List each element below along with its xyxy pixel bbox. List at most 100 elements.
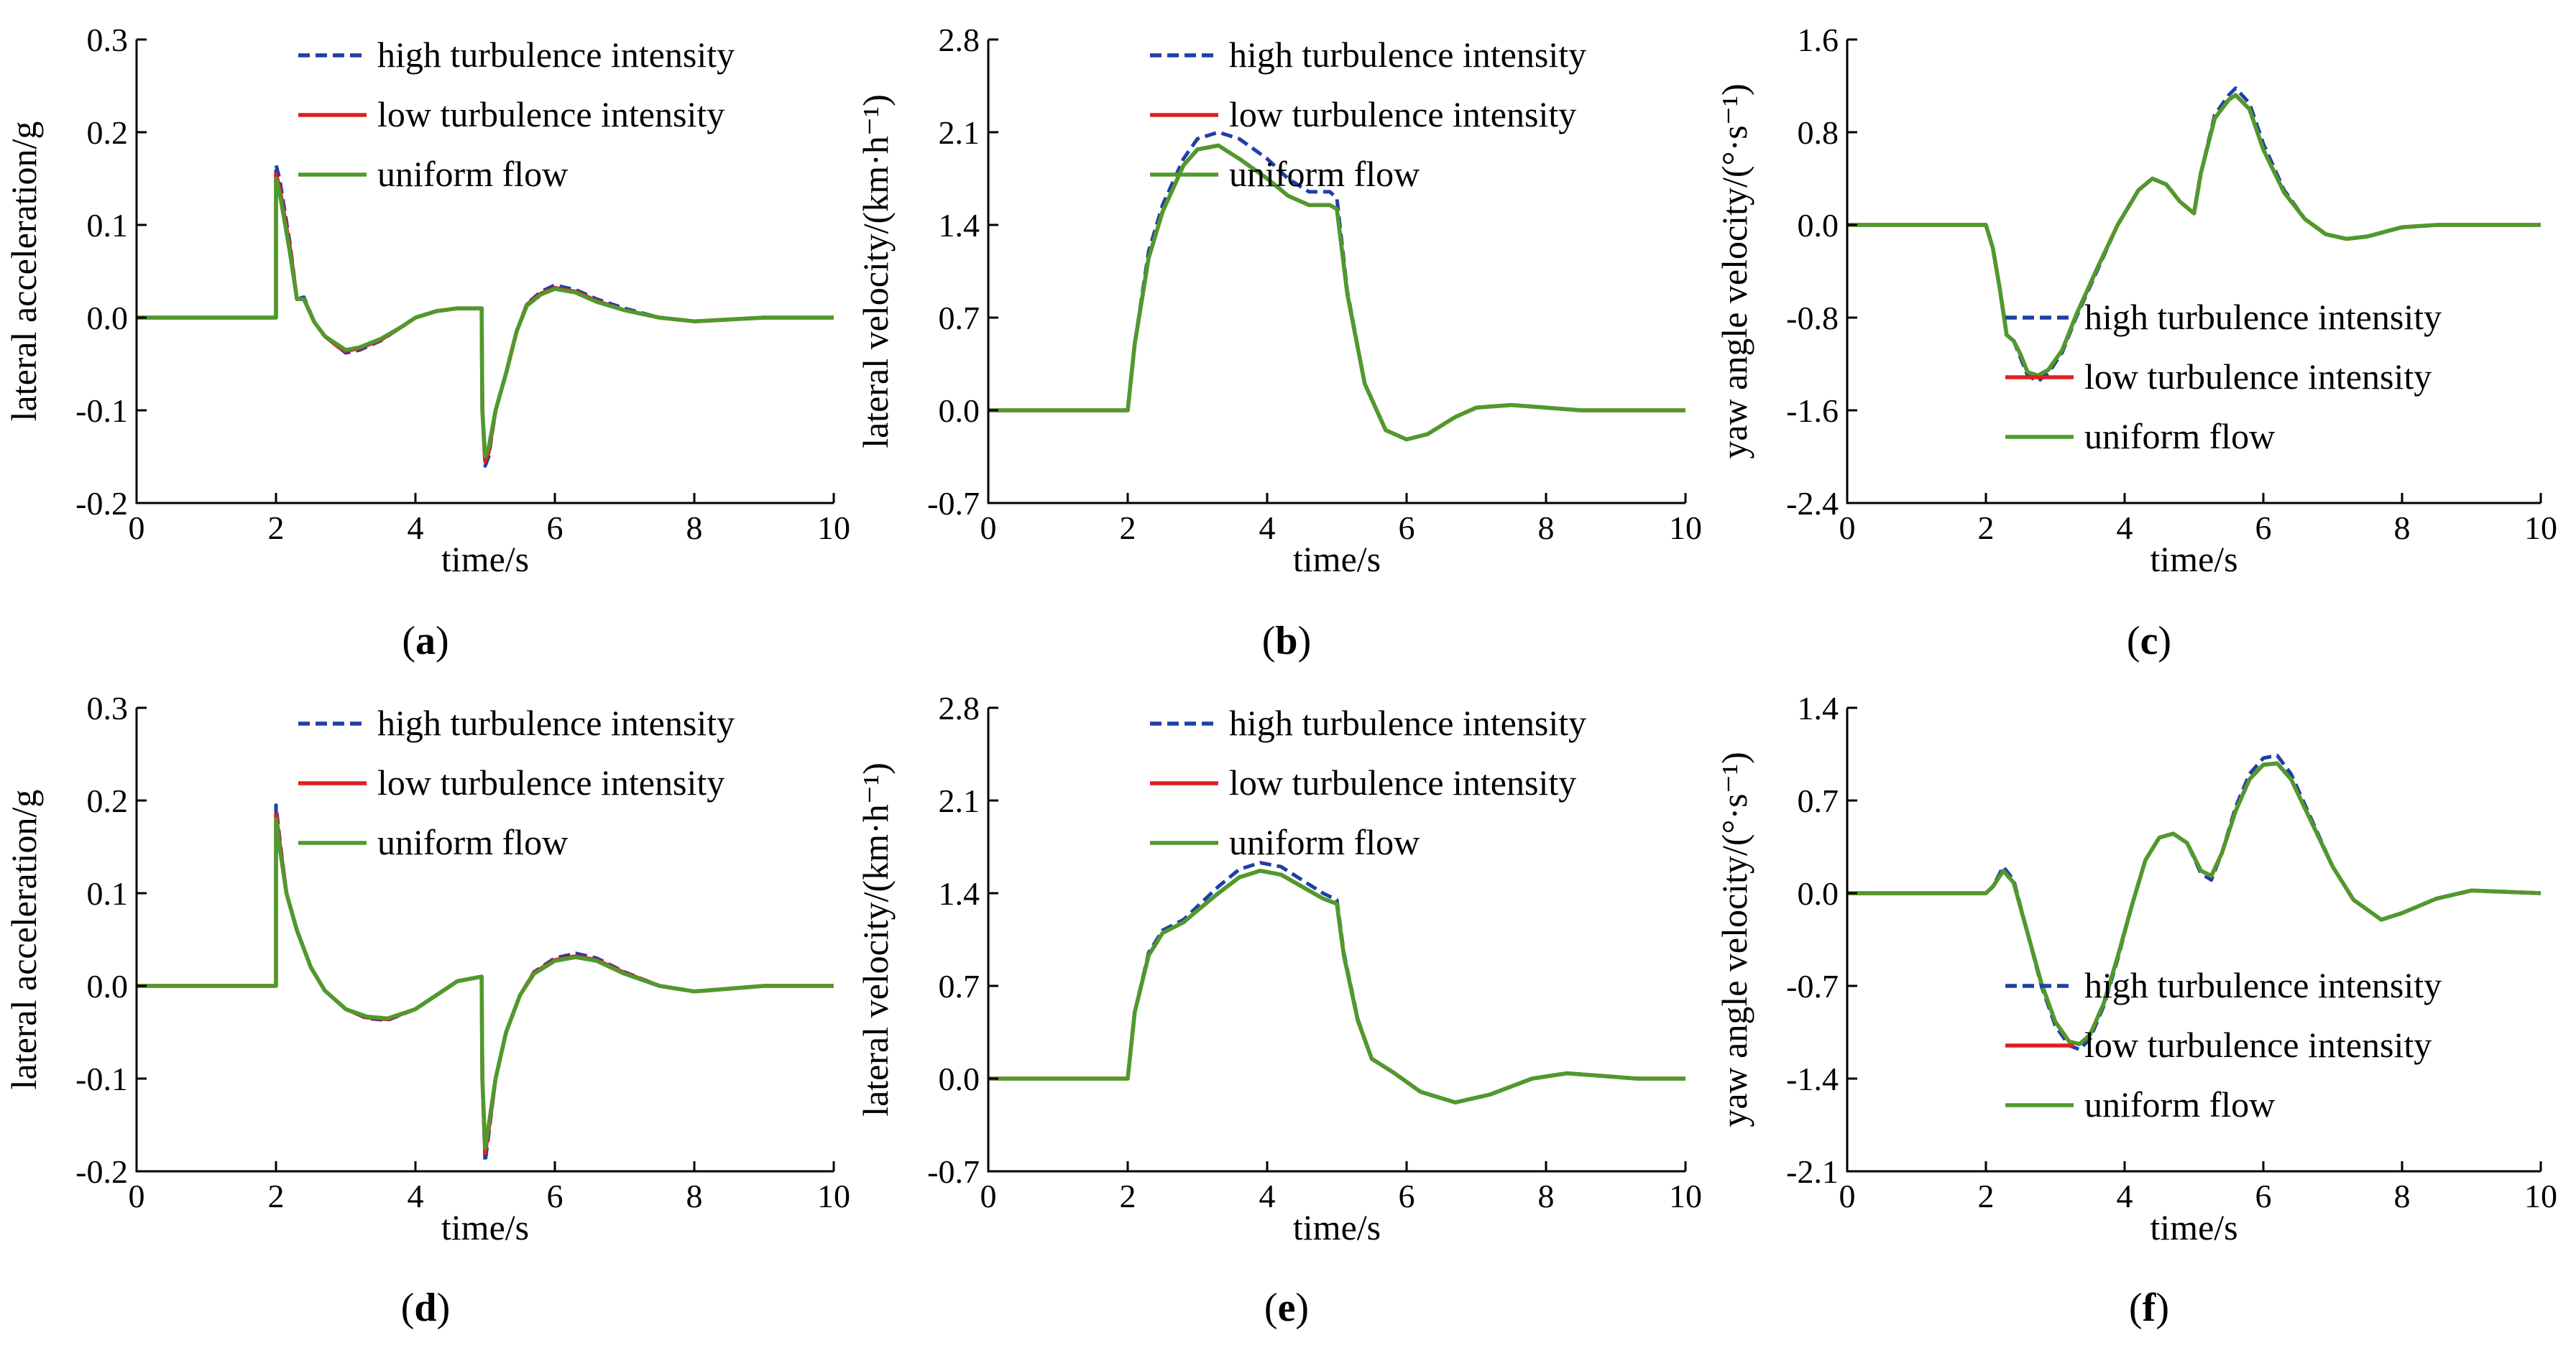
x-tick-label: 2 [268, 1178, 285, 1214]
legend-label: high turbulence intensity [2084, 297, 2442, 337]
legend-label: low turbulence intensity [377, 94, 724, 134]
series-line-high [1847, 86, 2541, 384]
y-tick-label: -0.7 [927, 1153, 980, 1190]
x-tick-label: 0 [129, 509, 145, 546]
chart-panel-a: 0 2 4 6 8 10 -0.2 -0.1 0.0 0.1 0.2 0.3 time/s lateral… [4, 22, 850, 663]
y-tick-label: 0.0 [939, 392, 980, 429]
legend-label: low turbulence intensity [377, 762, 724, 803]
legend-label: uniform flow [1229, 154, 1420, 194]
y-tick-label: 0.7 [939, 300, 980, 336]
y-tick-label: 2.1 [939, 783, 980, 819]
legend-label: high turbulence intensity [1229, 34, 1586, 75]
panel-label: (c) [2127, 619, 2171, 663]
x-tick-label: 8 [1538, 509, 1555, 546]
y-axis-label: lateral acceleration/g [4, 121, 44, 422]
x-tick-label: 4 [2117, 1178, 2133, 1214]
y-tick-label: 0.3 [87, 22, 129, 58]
y-tick-label: -0.1 [75, 392, 128, 429]
legend-label: uniform flow [1229, 822, 1420, 862]
x-tick-label: 2 [1978, 1178, 1995, 1214]
x-axis-label: time/s [441, 1207, 529, 1247]
x-tick-label: 0 [1839, 1178, 1856, 1214]
chart-panel-b: 0 2 4 6 8 10 -0.7 0.0 0.7 1.4 2.1 2.8 time/s lateral … [855, 22, 1702, 663]
y-tick-label: -0.1 [75, 1061, 128, 1097]
legend-label: high turbulence intensity [377, 703, 735, 743]
x-tick-label: 6 [1399, 509, 1415, 546]
series-line-uniform [1847, 93, 2541, 378]
x-axis-label: time/s [1293, 1207, 1381, 1247]
x-tick-label: 4 [2117, 509, 2133, 546]
x-tick-label: 10 [1669, 1178, 1702, 1214]
x-tick-label: 0 [980, 1178, 997, 1214]
y-tick-label: -1.6 [1786, 392, 1839, 429]
panel-label: (a) [402, 619, 448, 663]
y-tick-label: 0.7 [1798, 783, 1839, 819]
y-tick-label: -0.7 [927, 485, 980, 522]
chart-panel-c: 0 2 4 6 8 10 -2.4 -1.6 -0.8 0.0 0.8 1.6 time/s yaw an… [1714, 22, 2557, 663]
series-line-uniform [988, 143, 1685, 442]
x-tick-label: 8 [2394, 509, 2411, 546]
panel-label: (e) [1264, 1286, 1309, 1330]
chart-panel-d: 0 2 4 6 8 10 -0.2 -0.1 0.0 0.1 0.2 0.3 time/s lateral… [4, 690, 850, 1330]
y-tick-label: -0.7 [1786, 968, 1839, 1005]
y-tick-label: 1.6 [1798, 22, 1839, 58]
series-line-uniform [1847, 761, 2542, 1046]
panel-label: (f) [2129, 1286, 2169, 1330]
chart-panel-f: 0 2 4 6 8 10 -2.1 -1.4 -0.7 0.0 0.7 1.4 time/s yaw an… [1714, 690, 2557, 1330]
legend-label: low turbulence intensity [2084, 356, 2432, 397]
legend-label: low turbulence intensity [2084, 1025, 2432, 1065]
x-tick-label: 10 [1669, 509, 1702, 546]
y-tick-label: -0.2 [75, 485, 128, 522]
y-tick-label: 0.3 [87, 690, 129, 726]
y-tick-label: 0.8 [1798, 114, 1839, 151]
y-axis-label: yaw angle velocity/(°·s⁻¹) [1714, 83, 1754, 458]
x-axis-label: time/s [441, 539, 529, 579]
x-tick-label: 2 [1978, 509, 1995, 546]
x-tick-label: 8 [2394, 1178, 2411, 1214]
x-tick-label: 6 [2255, 509, 2272, 546]
x-tick-label: 6 [547, 509, 564, 546]
x-tick-label: 8 [1538, 1178, 1555, 1214]
x-tick-label: 4 [1259, 509, 1276, 546]
y-axis-label: yaw angle velocity/(°·s⁻¹) [1714, 752, 1754, 1127]
legend-label: high turbulence intensity [1229, 703, 1586, 743]
series-line-high [1847, 753, 2542, 1051]
y-tick-label: 0.2 [87, 783, 129, 819]
x-tick-label: 4 [408, 509, 424, 546]
y-axis-label: lateral acceleration/g [4, 790, 44, 1090]
legend-label: high turbulence intensity [2084, 965, 2442, 1005]
x-tick-label: 0 [980, 509, 997, 546]
x-tick-label: 10 [2524, 509, 2557, 546]
x-tick-label: 6 [1399, 1178, 1415, 1214]
legend-label: uniform flow [377, 822, 568, 862]
x-tick-label: 10 [817, 1178, 850, 1214]
x-tick-label: 2 [1120, 1178, 1136, 1214]
x-axis-label: time/s [2150, 539, 2237, 579]
y-tick-label: 2.1 [939, 114, 980, 151]
x-axis-label: time/s [1293, 539, 1381, 579]
y-tick-label: -0.8 [1786, 300, 1839, 336]
x-tick-label: 2 [1120, 509, 1136, 546]
x-tick-label: 10 [2524, 1178, 2557, 1214]
series-line-uniform [137, 817, 834, 1150]
x-tick-label: 10 [817, 509, 850, 546]
y-tick-label: -2.4 [1786, 485, 1839, 522]
legend-label: low turbulence intensity [1229, 762, 1576, 803]
y-tick-label: -0.2 [75, 1153, 128, 1190]
panel-label: (b) [1262, 619, 1311, 663]
y-axis-label: lateral velocity/(km·h⁻¹) [855, 94, 896, 448]
y-tick-label: -1.4 [1786, 1061, 1839, 1097]
y-tick-label: 1.4 [1798, 690, 1839, 726]
legend-label: uniform flow [377, 154, 568, 194]
x-tick-label: 0 [129, 1178, 145, 1214]
y-axis-label: lateral velocity/(km·h⁻¹) [855, 762, 896, 1117]
y-tick-label: 0.0 [87, 968, 129, 1005]
y-tick-label: 2.8 [939, 22, 980, 58]
y-tick-label: 0.7 [939, 968, 980, 1005]
y-tick-label: 0.0 [1798, 875, 1839, 912]
x-tick-label: 0 [1839, 509, 1856, 546]
y-tick-label: 0.0 [1798, 207, 1839, 244]
chart-panel-e: 0 2 4 6 8 10 -0.7 0.0 0.7 1.4 2.1 2.8 time/s lateral … [855, 690, 1702, 1330]
x-tick-label: 4 [408, 1178, 424, 1214]
